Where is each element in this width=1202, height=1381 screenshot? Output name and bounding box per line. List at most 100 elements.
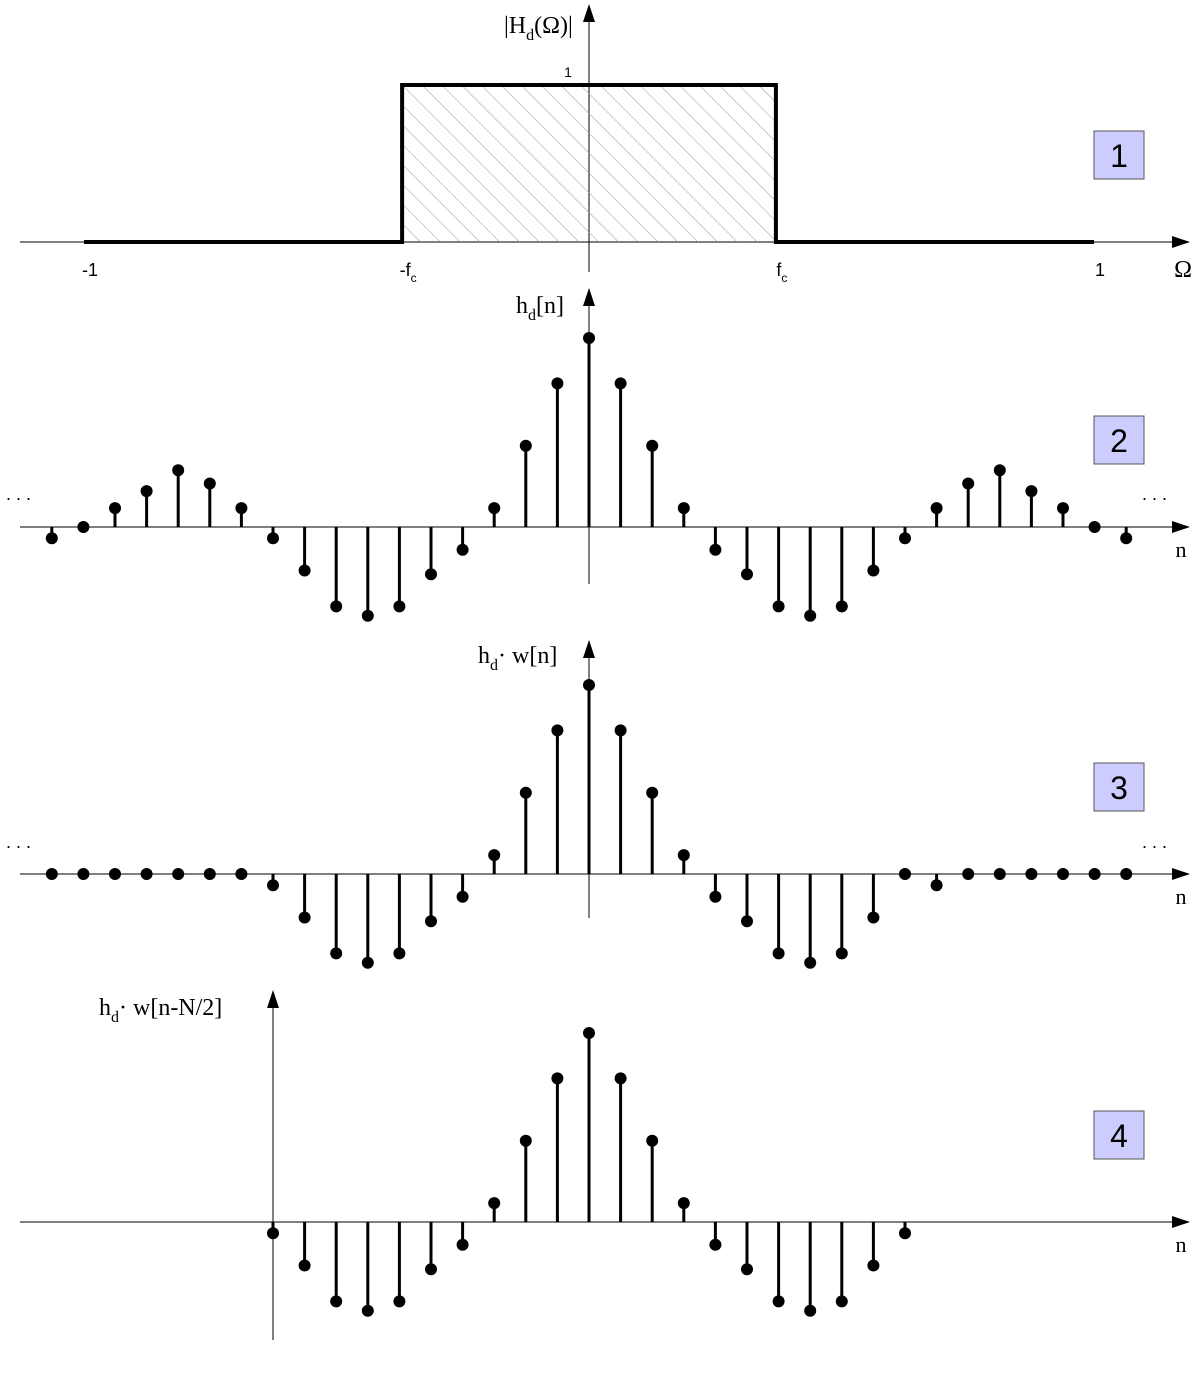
panel-3-y-label: hd· w[n] bbox=[478, 643, 557, 674]
stem-marker bbox=[488, 849, 500, 861]
stem-marker bbox=[299, 912, 311, 924]
stem-marker bbox=[678, 849, 690, 861]
stem-marker bbox=[1089, 868, 1101, 880]
stem-marker bbox=[520, 1135, 532, 1147]
stem-marker bbox=[836, 1295, 848, 1307]
stem-marker bbox=[330, 600, 342, 612]
panel-2-x-arrow bbox=[1172, 521, 1190, 533]
stem-marker bbox=[299, 1260, 311, 1272]
panel-4-y-arrow bbox=[267, 990, 279, 1008]
stem-marker bbox=[773, 947, 785, 959]
stem-marker bbox=[615, 1072, 627, 1084]
panel-1-x-label: Ω bbox=[1174, 257, 1192, 283]
stem-marker bbox=[393, 947, 405, 959]
stem-marker bbox=[457, 1239, 469, 1251]
panel-2-y-arrow bbox=[583, 288, 595, 306]
stem-marker bbox=[141, 485, 153, 497]
svg-text:2: 2 bbox=[1110, 423, 1128, 459]
stem-marker bbox=[1025, 485, 1037, 497]
stem-marker bbox=[709, 891, 721, 903]
panel-1-y-label: |Hd(Ω)| bbox=[504, 13, 573, 44]
stem-marker bbox=[994, 868, 1006, 880]
svg-text:4: 4 bbox=[1110, 1118, 1128, 1154]
stem-marker bbox=[899, 1227, 911, 1239]
stem-marker bbox=[994, 464, 1006, 476]
panel-3-y-arrow bbox=[583, 640, 595, 658]
panel-4-y-label: hd· w[n-N/2] bbox=[99, 995, 222, 1026]
stem-marker bbox=[109, 502, 121, 514]
stem-marker bbox=[267, 532, 279, 544]
stem-marker bbox=[362, 1305, 374, 1317]
stem-marker bbox=[46, 532, 58, 544]
panel-1-y-arrow bbox=[583, 4, 595, 22]
panel-3-windowed-impulse-response: hd· w[n] n . . . . . . 3 bbox=[6, 640, 1190, 969]
panel-1-magnitude-response: -1 -fc fc 1 1 |Hd(Ω)| Ω 1 bbox=[20, 4, 1192, 285]
stem-marker bbox=[646, 440, 658, 452]
panel-4-stems bbox=[267, 1027, 911, 1317]
stem-marker bbox=[172, 868, 184, 880]
stem-marker bbox=[899, 532, 911, 544]
stem-marker bbox=[267, 879, 279, 891]
panel-1-ticks: -1 -fc fc 1 bbox=[82, 260, 1105, 285]
stem-marker bbox=[773, 1295, 785, 1307]
stem-marker bbox=[551, 377, 563, 389]
x-tick-label: fc bbox=[776, 260, 787, 285]
stem-marker bbox=[836, 600, 848, 612]
stem-marker bbox=[709, 544, 721, 556]
panel-2-ideal-impulse-response: hd[n] n . . . . . . 2 bbox=[6, 288, 1190, 622]
panel-3-x-label: n bbox=[1176, 884, 1187, 909]
stem-marker bbox=[362, 957, 374, 969]
panel-2-ellipsis-right: . . . bbox=[1142, 484, 1167, 504]
stem-marker bbox=[204, 478, 216, 490]
stem-marker bbox=[1057, 502, 1069, 514]
panel-2-badge: 2 bbox=[1094, 416, 1144, 464]
stem-marker bbox=[77, 868, 89, 880]
panel-4-x-arrow bbox=[1172, 1216, 1190, 1228]
panel-3-badge: 3 bbox=[1094, 763, 1144, 811]
stem-marker bbox=[77, 521, 89, 533]
panel-3-stems bbox=[46, 679, 1132, 969]
stem-marker bbox=[425, 1263, 437, 1275]
stem-marker bbox=[646, 1135, 658, 1147]
stem-marker bbox=[141, 868, 153, 880]
panel-2-y-label: hd[n] bbox=[516, 293, 564, 324]
stem-marker bbox=[109, 868, 121, 880]
stem-marker bbox=[867, 912, 879, 924]
stem-marker bbox=[425, 568, 437, 580]
stem-marker bbox=[488, 502, 500, 514]
stem-marker bbox=[1120, 532, 1132, 544]
stem-marker bbox=[867, 565, 879, 577]
stem-marker bbox=[931, 879, 943, 891]
stem-marker bbox=[931, 502, 943, 514]
stem-marker bbox=[204, 868, 216, 880]
stem-marker bbox=[330, 947, 342, 959]
stem-marker bbox=[741, 915, 753, 927]
stem-marker bbox=[615, 377, 627, 389]
passband-hatched-area bbox=[402, 85, 776, 242]
stem-marker bbox=[836, 947, 848, 959]
panel-4-shifted-impulse-response: hd· w[n-N/2] n 4 bbox=[20, 990, 1190, 1340]
stem-marker bbox=[235, 868, 247, 880]
panel-3-ellipsis-right: . . . bbox=[1142, 832, 1167, 852]
stem-marker bbox=[457, 544, 469, 556]
panel-1-badge: 1 bbox=[1094, 131, 1144, 179]
stem-marker bbox=[615, 724, 627, 736]
svg-text:1: 1 bbox=[1110, 138, 1128, 174]
stem-marker bbox=[457, 891, 469, 903]
stem-marker bbox=[646, 787, 658, 799]
stem-marker bbox=[330, 1295, 342, 1307]
stem-marker bbox=[520, 440, 532, 452]
stem-marker bbox=[551, 1072, 563, 1084]
stem-marker bbox=[520, 787, 532, 799]
panel-3-ellipsis-left: . . . bbox=[6, 832, 31, 852]
stem-marker bbox=[804, 957, 816, 969]
stem-marker bbox=[804, 610, 816, 622]
stem-marker bbox=[1025, 868, 1037, 880]
stem-marker bbox=[709, 1239, 721, 1251]
panel-2-ellipsis-left: . . . bbox=[6, 484, 31, 504]
stem-marker bbox=[488, 1197, 500, 1209]
stem-marker bbox=[583, 1027, 595, 1039]
stem-marker bbox=[425, 915, 437, 927]
stem-marker bbox=[362, 610, 374, 622]
